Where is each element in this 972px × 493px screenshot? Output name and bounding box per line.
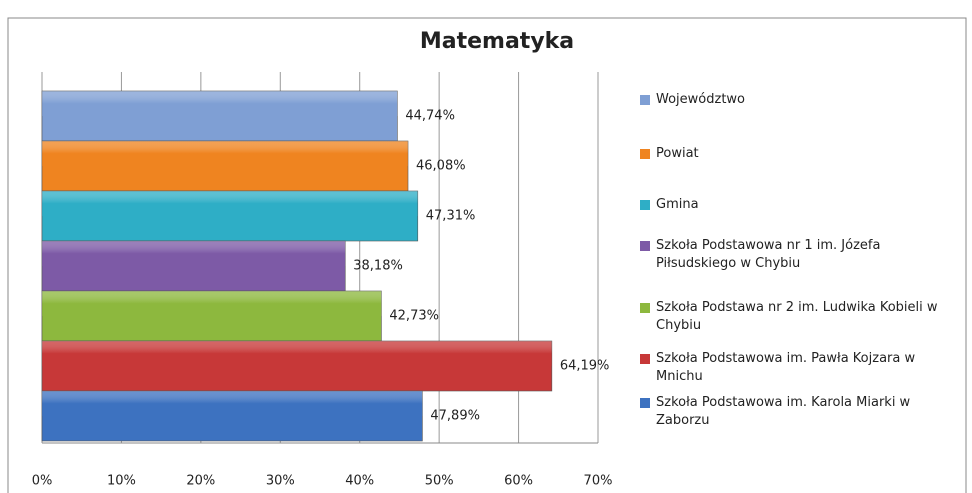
legend-label: Szkoła Podstawowa im. Karola Miarki w Za… xyxy=(656,395,911,428)
value-label: 46,08% xyxy=(416,159,466,174)
bar-shine xyxy=(42,341,552,366)
legend-entry: Szkoła Podstawowa nr 1 im. Józefa Piłsud… xyxy=(640,237,956,273)
legend-swatch xyxy=(640,398,650,408)
bar-shine xyxy=(42,141,409,166)
legend-label: Szkoła Podstawa nr 2 im. Ludwika Kobieli… xyxy=(656,300,938,333)
x-tick-label: 50% xyxy=(425,474,454,489)
x-tick-label: 40% xyxy=(345,474,374,489)
legend-entry: Szkoła Podstawa nr 2 im. Ludwika Kobieli… xyxy=(640,299,956,335)
legend-swatch xyxy=(640,241,650,251)
x-tick-label: 30% xyxy=(266,474,295,489)
value-label: 47,31% xyxy=(426,209,476,224)
bar-shine xyxy=(42,191,418,216)
legend-entry: Szkoła Podstawowa im. Karola Miarki w Za… xyxy=(640,394,956,430)
chart-title: Matematyka xyxy=(420,29,574,54)
legend-label: Województwo xyxy=(656,92,746,107)
x-tick-label: 60% xyxy=(504,474,533,489)
legend-label: Powiat xyxy=(656,146,699,161)
x-tick-label: 20% xyxy=(186,474,215,489)
bar-shine xyxy=(42,91,398,116)
bar-shine xyxy=(42,291,382,316)
legend-entry: Gmina xyxy=(640,196,956,214)
bar-shine xyxy=(42,241,346,266)
legend-entry: Powiat xyxy=(640,145,956,163)
legend-entry: Województwo xyxy=(640,91,956,109)
legend-swatch xyxy=(640,149,650,159)
bar-shine xyxy=(42,391,423,416)
x-tick-label: 0% xyxy=(32,474,53,489)
legend-swatch xyxy=(640,200,650,210)
legend-label: Gmina xyxy=(656,197,699,212)
legend-swatch xyxy=(640,95,650,105)
value-label: 64,19% xyxy=(560,359,610,374)
legend-swatch xyxy=(640,354,650,364)
x-tick-label: 10% xyxy=(107,474,136,489)
legend-label: Szkoła Podstawowa nr 1 im. Józefa Piłsud… xyxy=(656,238,881,271)
value-label: 44,74% xyxy=(405,109,455,124)
value-label: 42,73% xyxy=(389,309,439,324)
x-tick-label: 70% xyxy=(584,474,613,489)
legend-entry: Szkoła Podstawowa im. Pawła Kojzara w Mn… xyxy=(640,350,956,386)
value-label: 38,18% xyxy=(353,259,403,274)
value-label: 47,89% xyxy=(430,409,480,424)
legend-label: Szkoła Podstawowa im. Pawła Kojzara w Mn… xyxy=(656,351,916,384)
legend-swatch xyxy=(640,303,650,313)
